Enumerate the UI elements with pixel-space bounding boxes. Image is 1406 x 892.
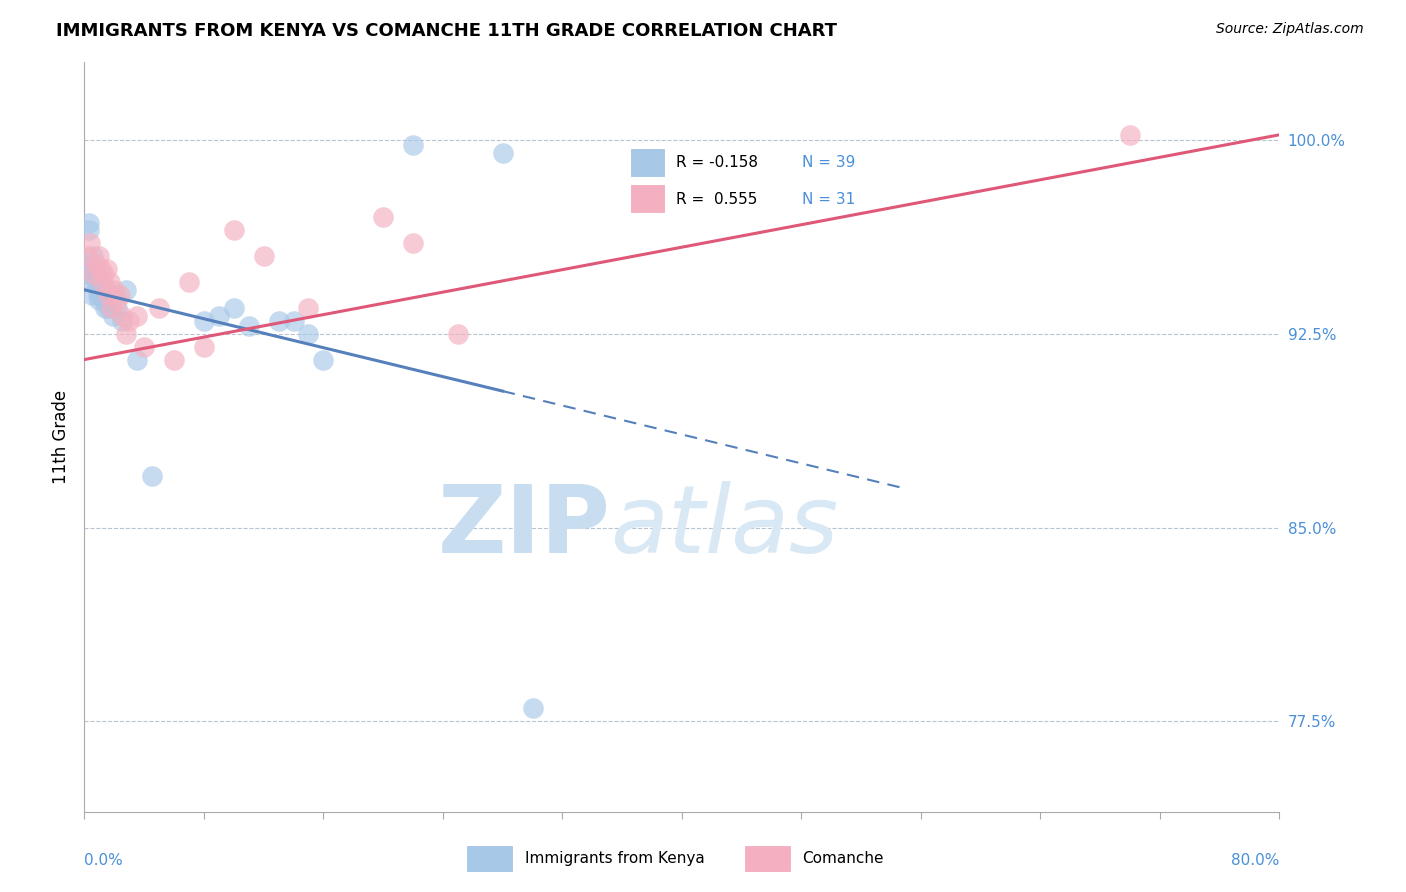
Bar [744,846,792,872]
Point [163,352,186,367]
Point [91,288,114,302]
Point [208,309,231,323]
Point [79,257,101,271]
Text: 0.0%: 0.0% [84,853,124,868]
Point [283,314,305,328]
Point [83,262,105,277]
Point [90,275,112,289]
Point [77,216,100,230]
Point [312,352,335,367]
Point [76,268,98,282]
Point [238,318,260,333]
Point [148,301,170,315]
Point [96,283,118,297]
Point [125,309,148,323]
Point [297,326,319,341]
Point [97,288,120,302]
Point [89,283,111,297]
Point [297,301,319,315]
Text: Immigrants from Kenya: Immigrants from Kenya [524,852,704,866]
Text: N = 39: N = 39 [801,155,855,170]
Point [222,223,245,237]
Point [105,301,128,315]
Point [402,236,425,251]
Point [91,275,114,289]
Point [492,145,515,160]
Point [82,268,104,282]
Point [80,275,103,289]
Point [86,257,108,271]
Point [177,275,200,289]
Point [125,352,148,367]
Point [373,211,395,225]
Point [97,301,120,315]
Point [141,468,163,483]
Point [110,288,132,302]
Point [98,288,121,302]
Point [79,236,101,251]
Point [94,301,117,315]
Point [447,326,470,341]
Point [402,138,425,153]
Point [105,293,128,307]
Text: R =  0.555: R = 0.555 [676,192,758,207]
Point [118,314,141,328]
Point [115,283,138,297]
Point [90,262,112,277]
Text: R = -0.158: R = -0.158 [676,155,758,170]
Text: Comanche: Comanche [803,852,884,866]
Point [132,340,156,354]
Text: ZIP: ZIP [437,481,610,573]
Bar [630,148,666,178]
Point [193,340,215,354]
Point [96,262,118,277]
Point [111,309,134,323]
Point [77,223,100,237]
Point [222,301,245,315]
Point [101,309,124,323]
Point [93,268,115,282]
Point [80,288,103,302]
Point [115,326,138,341]
Point [193,314,215,328]
Point [98,275,121,289]
Point [89,293,111,307]
Text: N = 31: N = 31 [801,192,855,207]
Point [111,314,134,328]
Point [82,249,104,263]
Text: 80.0%: 80.0% [1232,853,1279,868]
Point [522,701,544,715]
Point [103,288,125,302]
Y-axis label: 11th Grade: 11th Grade [52,390,70,484]
Bar [630,184,666,214]
Point [87,288,110,302]
Point [253,249,276,263]
Text: atlas: atlas [610,482,838,573]
Text: Source: ZipAtlas.com: Source: ZipAtlas.com [1216,22,1364,37]
Point [267,314,290,328]
Point [76,249,98,263]
Bar [465,846,515,872]
Point [1119,128,1142,142]
Point [103,283,125,297]
Point [83,268,105,282]
Point [86,275,108,289]
Point [100,301,122,315]
Text: IMMIGRANTS FROM KENYA VS COMANCHE 11TH GRADE CORRELATION CHART: IMMIGRANTS FROM KENYA VS COMANCHE 11TH G… [56,22,837,40]
Point [93,293,115,307]
Point [89,249,111,263]
Point [100,293,122,307]
